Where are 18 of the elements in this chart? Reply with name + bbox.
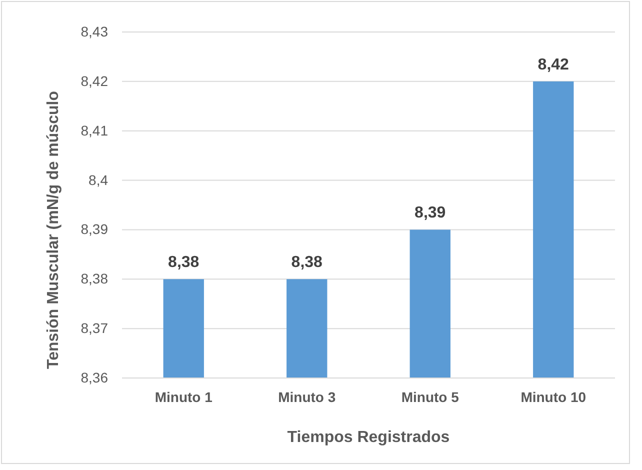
x-axis-title: Tiempos Registrados [287, 429, 450, 446]
y-tick-label: 8,41 [80, 122, 108, 138]
y-tick-label: 8,37 [80, 320, 108, 336]
data-label: 8,38 [168, 254, 200, 272]
data-label: 8,42 [538, 56, 570, 74]
x-tick-label: Minuto 3 [278, 388, 336, 405]
y-tick-label: 8,38 [80, 270, 108, 287]
y-tick-label: 8,43 [80, 23, 108, 40]
x-tick-label: Minuto 10 [520, 388, 586, 405]
data-label: 8,39 [414, 204, 446, 222]
y-tick-label: 8,39 [80, 221, 108, 238]
y-axis-title: Tensión Muscular (mN/g de músculo [45, 90, 62, 369]
x-tick-label: Minuto 5 [401, 388, 460, 405]
y-tick-label: 8,36 [80, 369, 108, 386]
x-tick-label: Minuto 1 [154, 388, 213, 405]
data-label: 8,38 [291, 254, 323, 272]
y-tick-label: 8,42 [80, 72, 108, 89]
y-tick-label: 8,4 [88, 172, 108, 188]
